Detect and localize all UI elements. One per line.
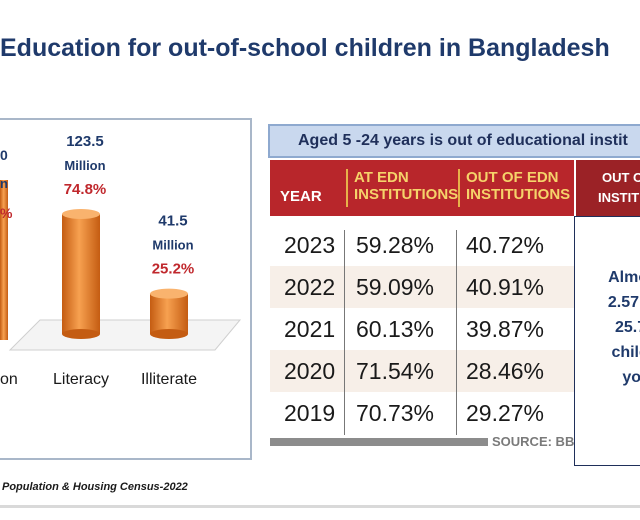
at-edn-cell: 60.13% <box>356 316 435 342</box>
header-out-edn-line1: OUT OF EDN <box>466 169 559 186</box>
at-edn-cell: 59.09% <box>356 274 435 300</box>
bar-base <box>62 329 100 339</box>
side-panel-text: Almos 2.57 25.7 I childr yo <box>575 265 640 390</box>
header-year: YEAR <box>280 188 322 205</box>
header-at-edn: AT EDN INSTITUTIONS <box>346 169 459 207</box>
source-bar <box>270 438 488 446</box>
partial-category-label: on <box>0 371 18 388</box>
side-line: 2.57 <box>607 294 639 311</box>
bar-cap <box>150 288 188 299</box>
out-edn-cell: 39.87% <box>466 316 545 342</box>
side-panel: Almos 2.57 25.7 I childr yo <box>574 216 640 466</box>
percent-label: 74.8% <box>64 181 107 198</box>
side-line: childr <box>611 344 640 361</box>
unit-label: Million <box>152 238 193 253</box>
education-table: YEAR AT EDN INSTITUTIONS OUT OF EDN INST… <box>270 160 583 460</box>
partial-value-label: 0 <box>0 147 8 163</box>
at-edn-cell: 59.28% <box>356 232 435 258</box>
side-header-line1: OUT O <box>602 170 640 185</box>
table-row: 2021 60.13% 39.87% <box>270 308 576 350</box>
year-cell: 2022 <box>284 274 336 300</box>
out-edn-cell: 29.27% <box>466 400 545 426</box>
page-title: Education for out-of-school children in … <box>0 34 610 62</box>
bar-literacy <box>62 214 100 334</box>
header-at-edn-line1: AT EDN <box>354 169 409 186</box>
side-header-line2: INSTIT <box>598 190 640 205</box>
side-line: Almos <box>608 269 640 286</box>
population-bar-chart: 0 n % on 123.5 Million 74.8% Literacy 41.5 Mi… <box>0 118 252 460</box>
at-edn-cell: 70.73% <box>356 400 435 426</box>
side-panel-header: OUT O INSTIT <box>574 160 640 216</box>
header-separator <box>458 169 460 207</box>
header-out-edn: OUT OF EDN INSTITUTIONS <box>458 169 571 207</box>
chart-floor <box>8 319 242 351</box>
bar-illiterate <box>150 293 188 334</box>
banner-text: Aged 5 -24 years is out of educational i… <box>298 132 628 149</box>
out-edn-cell: 28.46% <box>466 358 545 384</box>
value-label: 123.5 <box>66 133 104 150</box>
header-at-edn-line2: INSTITUTIONS <box>354 186 459 203</box>
partial-percent-label: % <box>0 205 13 221</box>
source-label: SOURCE: BBS <box>492 434 584 449</box>
bottom-rule <box>0 505 640 508</box>
out-edn-cell: 40.91% <box>466 274 545 300</box>
column-divider <box>344 230 345 435</box>
side-line: 25.7 I <box>614 319 640 336</box>
category-label: Illiterate <box>141 371 197 388</box>
percent-label: 25.2% <box>152 261 195 278</box>
category-label: Literacy <box>53 371 109 388</box>
partial-bar <box>0 180 8 340</box>
year-cell: 2019 <box>284 400 336 426</box>
bar-chart-svg: 0 n % on 123.5 Million 74.8% Literacy 41.5 Mi… <box>0 133 242 388</box>
year-cell: 2021 <box>284 316 336 342</box>
at-edn-cell: 71.54% <box>356 358 435 384</box>
table-row: 2020 71.54% 28.46% <box>270 350 576 392</box>
out-edn-cell: 40.72% <box>466 232 545 258</box>
year-cell: 2020 <box>284 358 336 384</box>
table-header: YEAR AT EDN INSTITUTIONS OUT OF EDN INST… <box>270 160 576 216</box>
unit-label: Million <box>64 158 105 173</box>
header-separator <box>346 169 348 207</box>
year-cell: 2023 <box>284 232 336 258</box>
value-label: 41.5 <box>158 213 187 230</box>
table-row: 2019 70.73% 29.27% <box>270 392 576 434</box>
partial-unit-label: n <box>0 176 8 191</box>
column-divider <box>456 230 457 435</box>
side-line: yo <box>622 369 640 386</box>
table-row: 2023 59.28% 40.72% <box>270 224 576 266</box>
bar-base <box>150 329 188 339</box>
table-row: 2022 59.09% 40.91% <box>270 266 576 308</box>
bar-cap <box>62 209 100 219</box>
footnote: Population & Housing Census-2022 <box>2 481 188 493</box>
age-banner: Aged 5 -24 years is out of educational i… <box>268 124 640 158</box>
header-out-edn-line2: INSTITUTIONS <box>466 186 571 203</box>
